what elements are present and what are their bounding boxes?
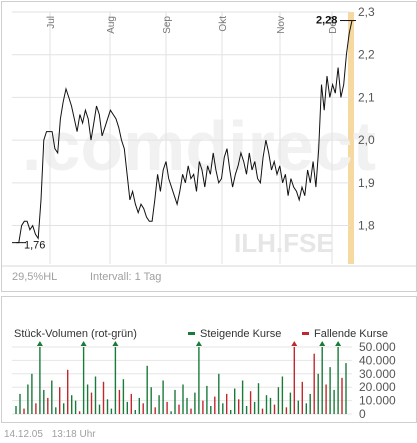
- high-label: 2,28: [316, 15, 337, 27]
- legend-swatch: [302, 332, 309, 335]
- symbol-watermark: ILH.FSE: [234, 228, 334, 258]
- y-tick-label: 2,2: [358, 48, 375, 62]
- overflow-arrow: [319, 341, 326, 346]
- x-tick-label: Sep: [162, 16, 173, 34]
- volume-chart: Stück-Volumen (rot-grün) Steigende Kurse F…: [12, 328, 396, 421]
- volume-chart-panel: Stück-Volumen (rot-grün) Steigende Kurse F…: [1, 296, 417, 423]
- x-tick-label: Nov: [276, 16, 287, 34]
- y-tick-label: 0: [359, 407, 366, 421]
- x-tick-label: Aug: [106, 16, 117, 34]
- footer-time: 13:18 Uhr: [51, 429, 96, 440]
- y-tick-label: 1,8: [358, 219, 375, 233]
- x-tick-label: Jul: [46, 16, 57, 29]
- watermark: .comdirect: [22, 107, 376, 185]
- price-chart-panel: .comdirect ILH.FSE 1,8 1,9 2,0 2,1 2,2 2,3 Jul Au…: [1, 1, 417, 292]
- x-tick-label: Dez: [328, 16, 339, 34]
- overflow-arrow: [335, 341, 342, 346]
- y-tick-label: 2,0: [358, 133, 375, 147]
- overflow-arrow: [291, 341, 298, 346]
- overflow-arrow: [80, 341, 87, 346]
- legend-label: Steigende Kurse: [200, 328, 281, 340]
- accent-band: [348, 12, 354, 264]
- y-tick-label: 40.000: [359, 353, 396, 367]
- price-chart: .comdirect ILH.FSE 1,8 1,9 2,0 2,1 2,2 2,3 Jul Au…: [2, 5, 416, 283]
- y-tick-label: 2,1: [358, 90, 375, 104]
- low-label: 1,76: [24, 240, 45, 252]
- y-tick-label: 50.000: [359, 340, 396, 354]
- price-series-line: [16, 20, 353, 244]
- overflow-arrow: [195, 341, 202, 346]
- overflow-arrow: [112, 341, 119, 346]
- volume-title: Stück-Volumen (rot-grün): [14, 328, 137, 340]
- legend-label: Fallende Kurse: [314, 328, 388, 340]
- overflow-arrow: [36, 341, 43, 346]
- stats-interval: Intervall: 1 Tag: [90, 271, 161, 283]
- y-tick-label: 30.000: [359, 367, 396, 381]
- y-tick-label: 10.000: [359, 394, 396, 408]
- y-tick-label: 2,3: [358, 5, 375, 19]
- footer-date: 14.12.05: [4, 429, 43, 440]
- y-tick-label: 20.000: [359, 380, 396, 394]
- x-tick-label: Okt: [218, 16, 229, 32]
- y-tick-label: 1,9: [358, 176, 375, 190]
- legend-swatch: [188, 332, 195, 335]
- stats-change: 29,5%HL: [12, 271, 57, 283]
- chart-footer: 14.12.05 13:18 Uhr: [4, 429, 102, 440]
